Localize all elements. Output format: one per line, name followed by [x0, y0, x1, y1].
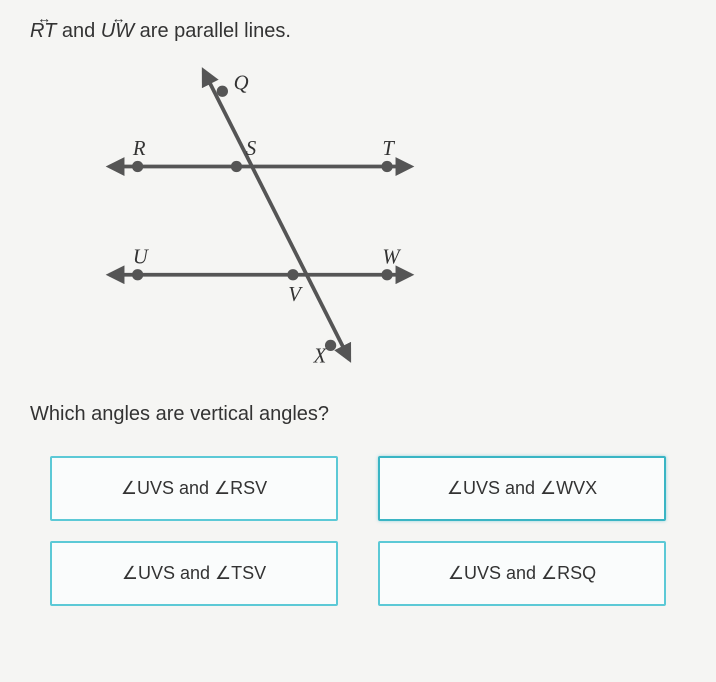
- answer-option-3[interactable]: ∠UVS and ∠RSQ: [378, 541, 666, 606]
- option-text: ∠UVS and ∠RSQ: [448, 563, 596, 583]
- option-text: ∠UVS and ∠TSV: [122, 563, 266, 583]
- answer-option-0[interactable]: ∠UVS and ∠RSV: [50, 456, 338, 521]
- line-UW: ↔ UW: [101, 20, 134, 43]
- option-text: ∠UVS and ∠WVX: [447, 478, 597, 498]
- svg-text:R: R: [132, 138, 146, 160]
- line-RT: ↔ RT: [30, 20, 56, 43]
- svg-text:V: V: [288, 284, 303, 306]
- answer-option-2[interactable]: ∠UVS and ∠TSV: [50, 541, 338, 606]
- svg-text:X: X: [313, 345, 328, 367]
- svg-text:T: T: [382, 138, 395, 160]
- svg-text:W: W: [382, 246, 401, 268]
- geometry-diagram: Q R S T U V W X: [70, 63, 450, 383]
- svg-text:U: U: [133, 246, 150, 268]
- svg-text:S: S: [246, 138, 257, 160]
- question-text: Which angles are vertical angles?: [30, 403, 686, 426]
- answer-options: ∠UVS and ∠RSV ∠UVS and ∠WVX ∠UVS and ∠TSV ∠…: [30, 456, 686, 606]
- answer-option-1[interactable]: ∠UVS and ∠WVX: [378, 456, 666, 521]
- intro-statement: ↔ RT and ↔ UW are parallel lines.: [30, 20, 686, 43]
- option-text: ∠UVS and ∠RSV: [121, 478, 267, 498]
- svg-text:Q: Q: [234, 72, 249, 94]
